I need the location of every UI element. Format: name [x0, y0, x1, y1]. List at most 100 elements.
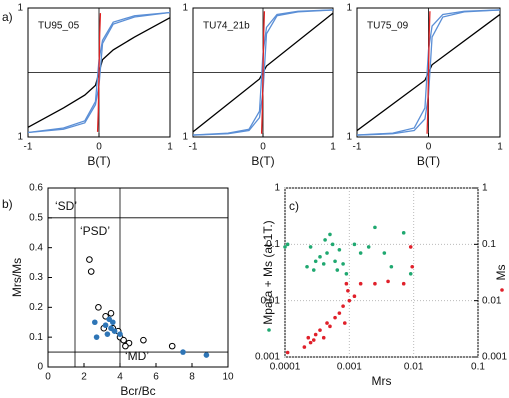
y-tick-label: 0.4 — [29, 242, 43, 253]
y-tick-label: 0.001 — [255, 352, 280, 363]
curve — [426, 11, 431, 134]
panel-label: a) — [2, 10, 13, 24]
x-tick-label: 10 — [222, 372, 234, 383]
point — [318, 255, 322, 259]
chart-title: TU75_09 — [367, 21, 409, 32]
point — [308, 245, 313, 249]
point — [321, 262, 326, 266]
point — [302, 345, 307, 349]
point — [308, 340, 313, 345]
point — [108, 325, 114, 332]
x-tick-label: 0 — [426, 142, 432, 153]
point — [122, 342, 129, 350]
point — [341, 262, 345, 266]
annotation: ‘SD’ — [55, 199, 77, 213]
annotation: ‘MD’ — [125, 349, 149, 363]
x-axis-label: Bcr/Bc — [120, 384, 155, 398]
point — [120, 336, 127, 344]
y-tick-label: 1 — [17, 132, 23, 143]
point — [358, 281, 363, 286]
point — [180, 349, 186, 355]
point — [306, 335, 311, 340]
point — [373, 225, 377, 230]
point — [335, 268, 340, 272]
point — [203, 352, 210, 358]
point — [386, 279, 390, 284]
point — [358, 251, 363, 255]
y-tick-label: 1 — [346, 3, 352, 14]
point — [311, 338, 316, 342]
x-tick-label: 0.1 — [471, 362, 485, 373]
y-tick-label: 0 — [37, 362, 43, 373]
point — [401, 231, 406, 235]
legend-marker — [500, 288, 504, 292]
y-tick-label: 0.5 — [29, 212, 43, 223]
x-tick-label: 2 — [81, 372, 87, 383]
point — [328, 324, 332, 329]
point — [95, 304, 102, 311]
point — [87, 268, 95, 275]
point — [346, 288, 350, 293]
x-tick-label: 0.001 — [337, 362, 362, 373]
point — [344, 271, 349, 276]
point — [408, 271, 413, 276]
curve — [96, 13, 102, 132]
point — [382, 251, 387, 255]
point — [333, 259, 337, 264]
y2-tick-label: 0.01 — [482, 295, 502, 306]
point — [325, 321, 329, 325]
point — [408, 245, 413, 249]
x-tick-label: 0 — [45, 372, 51, 383]
y-tick-label: 0.1 — [29, 332, 43, 343]
y-tick-label: 0.3 — [29, 272, 43, 283]
point — [86, 256, 93, 263]
point — [318, 328, 322, 332]
point — [313, 259, 318, 264]
x-tick-label: -1 — [24, 142, 33, 153]
point — [341, 304, 345, 308]
x-tick-label: 0.0001 — [270, 362, 301, 373]
point — [373, 281, 377, 286]
y2-tick-label: 1 — [482, 183, 488, 194]
point — [352, 294, 357, 299]
point — [102, 322, 109, 329]
annotation: ‘PSD’ — [80, 224, 110, 238]
point — [92, 319, 98, 326]
point — [325, 251, 329, 255]
x-tick-label: 0 — [96, 142, 102, 153]
point — [168, 342, 176, 350]
point — [93, 334, 100, 340]
point — [107, 310, 115, 317]
point — [352, 242, 357, 247]
point — [321, 335, 326, 340]
point — [342, 321, 347, 325]
x-tick-label: 0.01 — [404, 362, 424, 373]
y-tick-label: 1 — [274, 183, 280, 194]
y-axis-label: Mrs/Ms — [10, 258, 24, 297]
y-tick-label: 1 — [182, 3, 188, 14]
y-tick-label: 0.1 — [266, 239, 280, 250]
point — [285, 242, 290, 247]
point — [117, 331, 123, 337]
point — [110, 319, 116, 326]
y2-tick-label: 0.1 — [482, 239, 496, 250]
x-tick-label: 1 — [330, 142, 336, 153]
plot-frame — [284, 187, 479, 358]
x-tick-label: 0 — [260, 142, 266, 153]
point — [330, 242, 335, 247]
curve — [260, 11, 266, 134]
point — [283, 245, 287, 249]
point — [410, 264, 415, 269]
x-axis-label: Mrs — [372, 374, 392, 388]
x-tick-label: 1 — [497, 142, 503, 153]
x-tick-label: 4 — [117, 372, 123, 383]
x-axis-label: B(T) — [417, 154, 440, 168]
x-tick-label: -1 — [353, 142, 362, 153]
point — [366, 245, 371, 249]
point — [313, 332, 318, 337]
point — [401, 281, 406, 286]
point — [104, 331, 111, 337]
y-tick-label: 0.6 — [29, 183, 43, 194]
y-tick-label: 0.2 — [29, 302, 43, 313]
y-tick-label: 1 — [346, 132, 352, 143]
